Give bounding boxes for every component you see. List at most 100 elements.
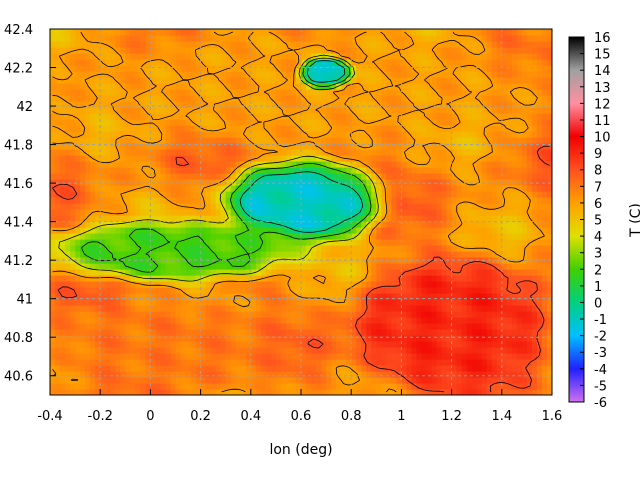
heatmap-cell	[456, 263, 463, 270]
heatmap-cell	[341, 131, 347, 138]
heatmap-cell	[426, 143, 433, 150]
heatmap-cell	[536, 281, 543, 288]
heatmap-cell	[200, 329, 207, 336]
heatmap-cell	[285, 245, 292, 252]
heatmap-cell	[341, 95, 347, 102]
heatmap-cell	[185, 281, 192, 288]
heatmap-cell	[336, 233, 342, 240]
heatmap-cell	[230, 119, 237, 126]
heatmap-cell	[75, 101, 81, 108]
heatmap-cell	[190, 359, 197, 366]
heatmap-cell	[311, 95, 317, 102]
heatmap-cell	[521, 155, 528, 162]
heatmap-cell	[341, 221, 347, 228]
heatmap-cell	[396, 191, 402, 198]
heatmap-cell	[135, 245, 141, 252]
heatmap-cell	[235, 299, 242, 306]
heatmap-cell	[55, 365, 61, 372]
heatmap-cell	[401, 263, 408, 270]
heatmap-cell	[516, 281, 523, 288]
heatmap-cell	[406, 389, 413, 395]
heatmap-cell	[301, 221, 307, 228]
heatmap-cell	[416, 149, 423, 156]
heatmap-cell	[351, 299, 357, 306]
heatmap-cell	[225, 227, 232, 234]
heatmap-cell	[230, 191, 237, 198]
heatmap-cell	[351, 239, 357, 246]
heatmap-cell	[351, 341, 357, 348]
heatmap-cell	[421, 143, 428, 150]
heatmap-cell	[160, 137, 167, 144]
heatmap-cell	[301, 185, 307, 192]
heatmap-cell	[441, 161, 448, 168]
heatmap-cell	[546, 125, 552, 132]
heatmap-cell	[85, 179, 91, 186]
heatmap-cell	[491, 317, 498, 324]
heatmap-cell	[341, 317, 347, 324]
heatmap-cell	[501, 161, 508, 168]
heatmap-cell	[376, 227, 382, 234]
heatmap-cell	[471, 167, 478, 174]
heatmap-cell	[331, 203, 337, 210]
heatmap-cell	[531, 389, 538, 395]
heatmap-cell	[275, 245, 282, 252]
heatmap-cell	[326, 359, 332, 366]
heatmap-cell	[401, 137, 408, 144]
heatmap-cell	[90, 251, 96, 258]
heatmap-cell	[331, 197, 337, 204]
heatmap-cell	[55, 215, 61, 222]
heatmap-cell	[220, 377, 227, 384]
heatmap-cell	[160, 125, 167, 132]
heatmap-cell	[160, 359, 167, 366]
heatmap-cell	[336, 311, 342, 318]
heatmap-cell	[75, 161, 81, 168]
heatmap-cell	[175, 155, 182, 162]
heatmap-cell	[210, 215, 217, 222]
heatmap-cell	[110, 275, 116, 282]
heatmap-cell	[456, 365, 463, 372]
heatmap-cell	[431, 281, 438, 288]
heatmap-cell	[70, 203, 76, 210]
heatmap-cell	[200, 173, 207, 180]
heatmap-cell	[110, 365, 116, 372]
heatmap-cell	[65, 281, 71, 288]
heatmap-cell	[190, 203, 197, 210]
heatmap-cell	[50, 125, 56, 132]
heatmap-cell	[175, 149, 182, 156]
heatmap-cell	[341, 347, 347, 354]
heatmap-cell	[105, 167, 111, 174]
heatmap-cell	[280, 257, 287, 264]
heatmap-cell	[431, 221, 438, 228]
heatmap-cell	[50, 221, 56, 228]
heatmap-cell	[160, 149, 167, 156]
heatmap-cell	[461, 287, 468, 294]
heatmap-cell	[280, 179, 287, 186]
heatmap-cell	[526, 347, 533, 354]
heatmap-cell	[416, 317, 423, 324]
heatmap-cell	[361, 155, 367, 162]
heatmap-cell	[541, 269, 548, 276]
heatmap-cell	[55, 161, 61, 168]
heatmap-cell	[436, 245, 443, 252]
heatmap-cell	[546, 113, 552, 120]
heatmap-cell	[301, 371, 307, 378]
heatmap-cell	[546, 131, 552, 138]
heatmap-cell	[100, 311, 106, 318]
heatmap-cell	[381, 377, 387, 384]
heatmap-cell	[411, 233, 418, 240]
heatmap-cell	[451, 179, 458, 186]
heatmap-cell	[60, 245, 66, 252]
heatmap-cell	[491, 383, 498, 390]
heatmap-cell	[356, 203, 362, 210]
heatmap-cell	[240, 341, 247, 348]
heatmap-cell	[476, 101, 483, 108]
heatmap-cell	[351, 281, 357, 288]
heatmap-cell	[180, 389, 187, 395]
heatmap-cell	[140, 287, 146, 294]
heatmap-cell	[491, 341, 498, 348]
heatmap-cell	[100, 101, 106, 108]
heatmap-cell	[110, 377, 116, 384]
heatmap-cell	[401, 173, 408, 180]
heatmap-cell	[150, 167, 157, 174]
heatmap-cell	[491, 173, 498, 180]
